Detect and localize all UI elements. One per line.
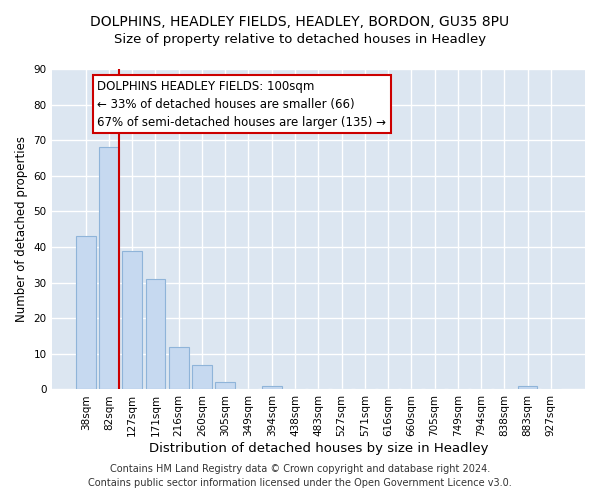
Bar xyxy=(215,382,235,390)
Text: Size of property relative to detached houses in Headley: Size of property relative to detached ho… xyxy=(114,32,486,46)
X-axis label: Distribution of detached houses by size in Headley: Distribution of detached houses by size … xyxy=(149,442,488,455)
Y-axis label: Number of detached properties: Number of detached properties xyxy=(15,136,28,322)
Text: Contains HM Land Registry data © Crown copyright and database right 2024.
Contai: Contains HM Land Registry data © Crown c… xyxy=(88,464,512,487)
Bar xyxy=(146,279,166,390)
Bar xyxy=(169,346,188,390)
Bar xyxy=(518,386,538,390)
Text: DOLPHINS, HEADLEY FIELDS, HEADLEY, BORDON, GU35 8PU: DOLPHINS, HEADLEY FIELDS, HEADLEY, BORDO… xyxy=(91,15,509,29)
Bar xyxy=(76,236,95,390)
Bar xyxy=(192,364,212,390)
Bar xyxy=(262,386,281,390)
Bar xyxy=(122,250,142,390)
Bar xyxy=(99,148,119,390)
Text: DOLPHINS HEADLEY FIELDS: 100sqm
← 33% of detached houses are smaller (66)
67% of: DOLPHINS HEADLEY FIELDS: 100sqm ← 33% of… xyxy=(97,80,386,128)
